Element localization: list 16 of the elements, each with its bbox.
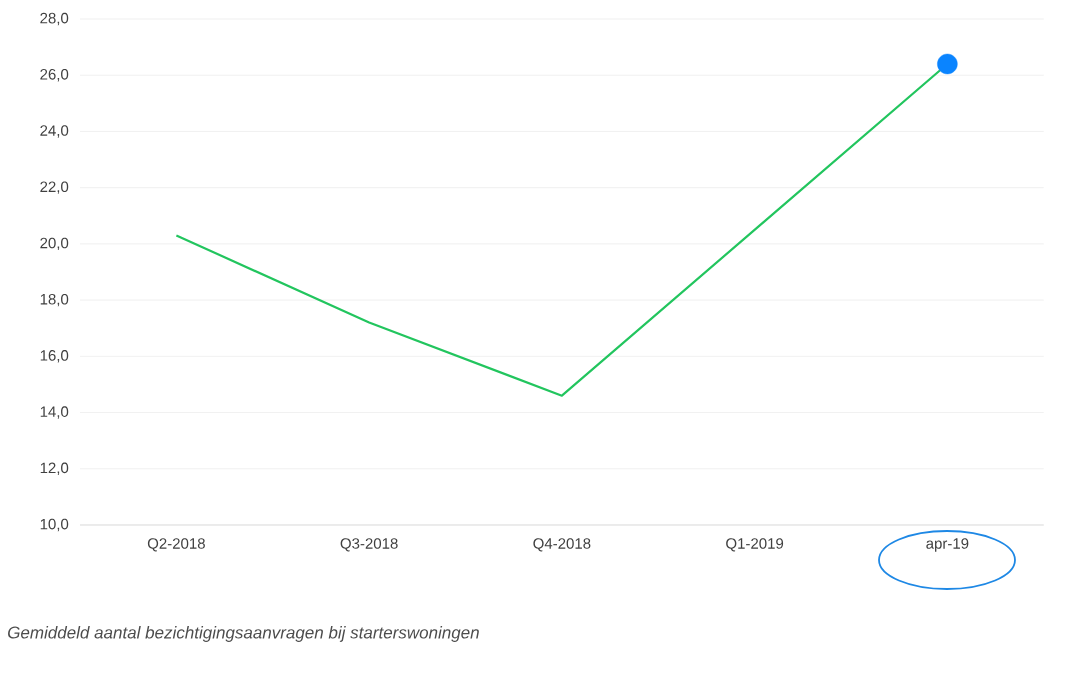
y-tick-label: 12,0 xyxy=(40,462,69,475)
y-tick-label: 14,0 xyxy=(40,406,69,419)
y-tick-label: 18,0 xyxy=(40,293,69,307)
x-tick-label: Q3-2018 xyxy=(340,538,398,552)
y-tick-label: 28,0 xyxy=(40,12,69,26)
y-tick-label: 10,0 xyxy=(40,518,69,532)
y-tick-label: 16,0 xyxy=(40,350,69,363)
y-tick-label: 26,0 xyxy=(40,69,69,82)
x-tick-label: Q4-2018 xyxy=(533,538,591,552)
y-tick-label: 20,0 xyxy=(40,237,69,251)
text: Gemiddeld aantal bezichtigingsaanvragen bij starterswoningen xyxy=(8,626,479,642)
y-tick-label: 22,0 xyxy=(40,181,69,194)
x-tick-label: Q1-2019 xyxy=(726,538,784,552)
y-tick-label: 24,0 xyxy=(40,125,69,138)
x-tick-label: apr-19 xyxy=(926,538,969,552)
x-tick-label: Q2-2018 xyxy=(147,538,205,552)
